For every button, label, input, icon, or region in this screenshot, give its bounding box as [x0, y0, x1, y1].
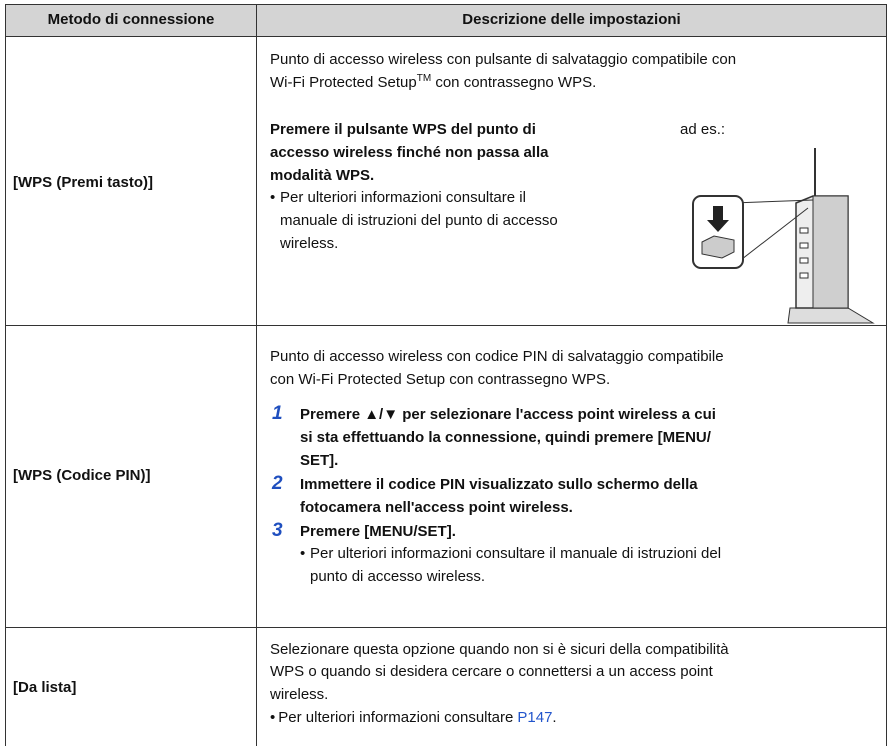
step-line: SET].	[300, 452, 339, 469]
step-number: 3	[272, 520, 283, 541]
rule	[5, 4, 887, 5]
superscript: TM	[416, 73, 432, 84]
rule	[5, 325, 887, 326]
method: [WPS (Codice PIN)]	[13, 467, 151, 484]
text-line: Punto di accesso wireless con pulsante d…	[270, 51, 737, 68]
bold-line: modalità WPS.	[270, 167, 375, 184]
text-line: Wi-Fi Protected SetupTM con contrassegno…	[270, 74, 596, 92]
text-line: wireless.	[280, 235, 339, 252]
text: Per ulteriori informazioni consultare	[278, 709, 514, 726]
caption: ad es.:	[680, 121, 726, 138]
rule	[256, 4, 257, 746]
rule	[5, 36, 887, 37]
page-link[interactable]: P147	[517, 709, 553, 726]
text-line: Selezionare questa opzione quando non si…	[270, 641, 729, 658]
text-line: punto di accesso wireless.	[310, 568, 486, 585]
text: .	[552, 709, 557, 726]
text-line: con Wi-Fi Protected Setup con contrasseg…	[270, 371, 611, 388]
bullet: •	[300, 545, 306, 562]
text-line: wireless.	[270, 686, 329, 703]
rule	[886, 4, 887, 746]
step-number: 1	[272, 403, 283, 424]
rule	[5, 4, 6, 746]
text-line: Punto di accesso wireless con codice PIN…	[270, 348, 724, 365]
text-line: • Per ulteriori informazioni consultare P1…	[270, 709, 557, 727]
method: [Da lista]	[13, 679, 77, 696]
header-cell: Metodo di connessione	[47, 11, 215, 28]
text-line: WPS o quando si desidera cercare o conne…	[270, 663, 713, 680]
header-bg	[5, 4, 886, 36]
text-line: manuale di istruzioni del punto di acces…	[280, 212, 558, 229]
method: [WPS (Premi tasto)]	[13, 174, 154, 191]
text: Wi-Fi Protected Setup	[270, 74, 417, 91]
step-line: Premere [MENU/SET].	[300, 523, 456, 540]
bullet: •	[270, 189, 276, 206]
router-illustration	[692, 148, 875, 324]
step-number: 2	[272, 473, 283, 494]
step-line: fotocamera nell'access point wireless.	[300, 499, 573, 516]
bold-line: Premere il pulsante WPS del punto di	[270, 121, 536, 138]
step-line: si sta effettuando la connessione, quind…	[300, 429, 711, 446]
text: con contrassegno WPS.	[435, 74, 597, 91]
rule	[5, 627, 887, 628]
header-cell: Descrizione delle impostazioni	[462, 11, 681, 28]
step-line: Premere ▲/▼ per selezionare l'access poi…	[300, 406, 716, 423]
text-line: Per ulteriori informazioni consultare il	[280, 189, 526, 206]
text-line: Per ulteriori informazioni consultare il…	[310, 545, 722, 562]
step-line: Immettere il codice PIN visualizzato sul…	[300, 476, 698, 493]
bullet: •	[270, 709, 276, 726]
bold-line: accesso wireless finché non passa alla	[270, 144, 549, 161]
